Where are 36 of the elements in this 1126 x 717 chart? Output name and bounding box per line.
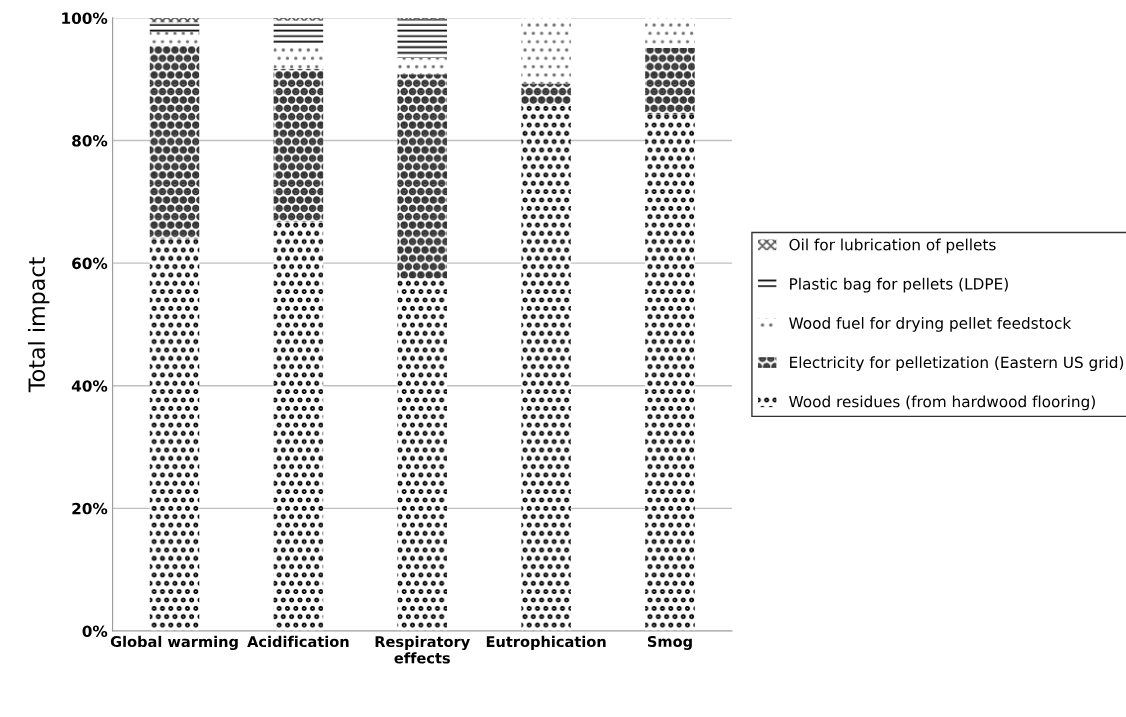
bar [521,17,571,84]
y-tick-label: 100% [62,12,108,24]
legend-label: Oil for lubrication of pellets [789,238,996,254]
bar [149,45,200,239]
y-tick-label: 80% [72,135,108,147]
bar [521,104,571,631]
bar [397,19,448,58]
bar [273,68,324,223]
bar [645,47,695,115]
y-tick-label: 20% [72,502,108,515]
bar [397,278,448,631]
y-tick-label: 0% [82,625,108,637]
x-tick-label: Respiratory effects [375,635,470,664]
y-tick-label: 60% [72,257,108,270]
x-tick-label: Smog [647,635,692,650]
bar [397,74,448,279]
x-tick-label: Acidification [247,635,349,648]
legend-label: Electricity for pelletization (Eastern US grid) [790,356,1124,372]
bar [521,83,571,105]
bar [149,32,200,46]
bar [273,44,324,69]
y-tick-label: 40% [71,380,108,392]
bar [645,114,695,631]
y-axis-title: Total impact [27,257,50,393]
legend-label: Wood fuel for drying pellet feedstock [789,317,1072,332]
bar [149,22,200,33]
legend-label: Plastic bag for pellets (LDPE) [790,277,1008,293]
bar [397,57,448,75]
bar [273,20,324,45]
bar [273,222,324,631]
legend-label: Wood residues (from hardwood flooring) [789,395,1095,411]
bar [149,17,200,23]
bar [149,238,200,631]
x-tick-label: Eutrophication [486,635,606,650]
bar [645,17,695,48]
x-tick-label: Global warming [110,635,238,651]
